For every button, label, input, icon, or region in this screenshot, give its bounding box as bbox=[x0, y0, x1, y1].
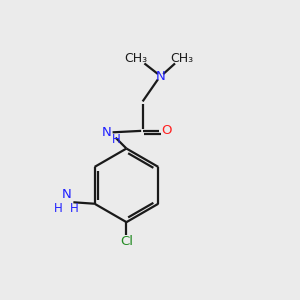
Text: H: H bbox=[70, 202, 79, 215]
Text: H: H bbox=[54, 202, 63, 215]
Text: CH₃: CH₃ bbox=[124, 52, 148, 64]
Text: N: N bbox=[102, 126, 112, 139]
Text: N: N bbox=[155, 70, 165, 83]
Text: H: H bbox=[112, 133, 121, 146]
Text: O: O bbox=[161, 124, 171, 137]
Text: N: N bbox=[62, 188, 71, 201]
Text: Cl: Cl bbox=[120, 235, 133, 248]
Text: CH₃: CH₃ bbox=[170, 52, 193, 64]
